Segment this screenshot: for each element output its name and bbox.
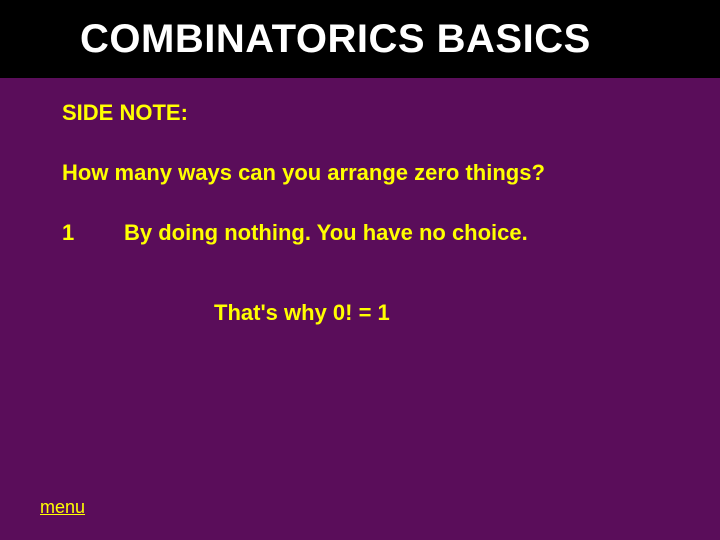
conclusion-text: That's why 0! = 1 bbox=[214, 300, 680, 326]
side-note-label: SIDE NOTE: bbox=[62, 100, 680, 126]
answer-explanation: By doing nothing. You have no choice. bbox=[124, 220, 528, 246]
slide: COMBINATORICS BASICS SIDE NOTE: How many… bbox=[0, 0, 720, 540]
menu-link[interactable]: menu bbox=[40, 497, 85, 518]
title-bar: COMBINATORICS BASICS bbox=[0, 0, 720, 78]
question-text: How many ways can you arrange zero thing… bbox=[62, 160, 680, 186]
answer-number: 1 bbox=[62, 220, 124, 246]
slide-content: SIDE NOTE: How many ways can you arrange… bbox=[62, 100, 680, 326]
answer-row: 1 By doing nothing. You have no choice. bbox=[62, 220, 680, 246]
slide-title: COMBINATORICS BASICS bbox=[80, 17, 591, 62]
